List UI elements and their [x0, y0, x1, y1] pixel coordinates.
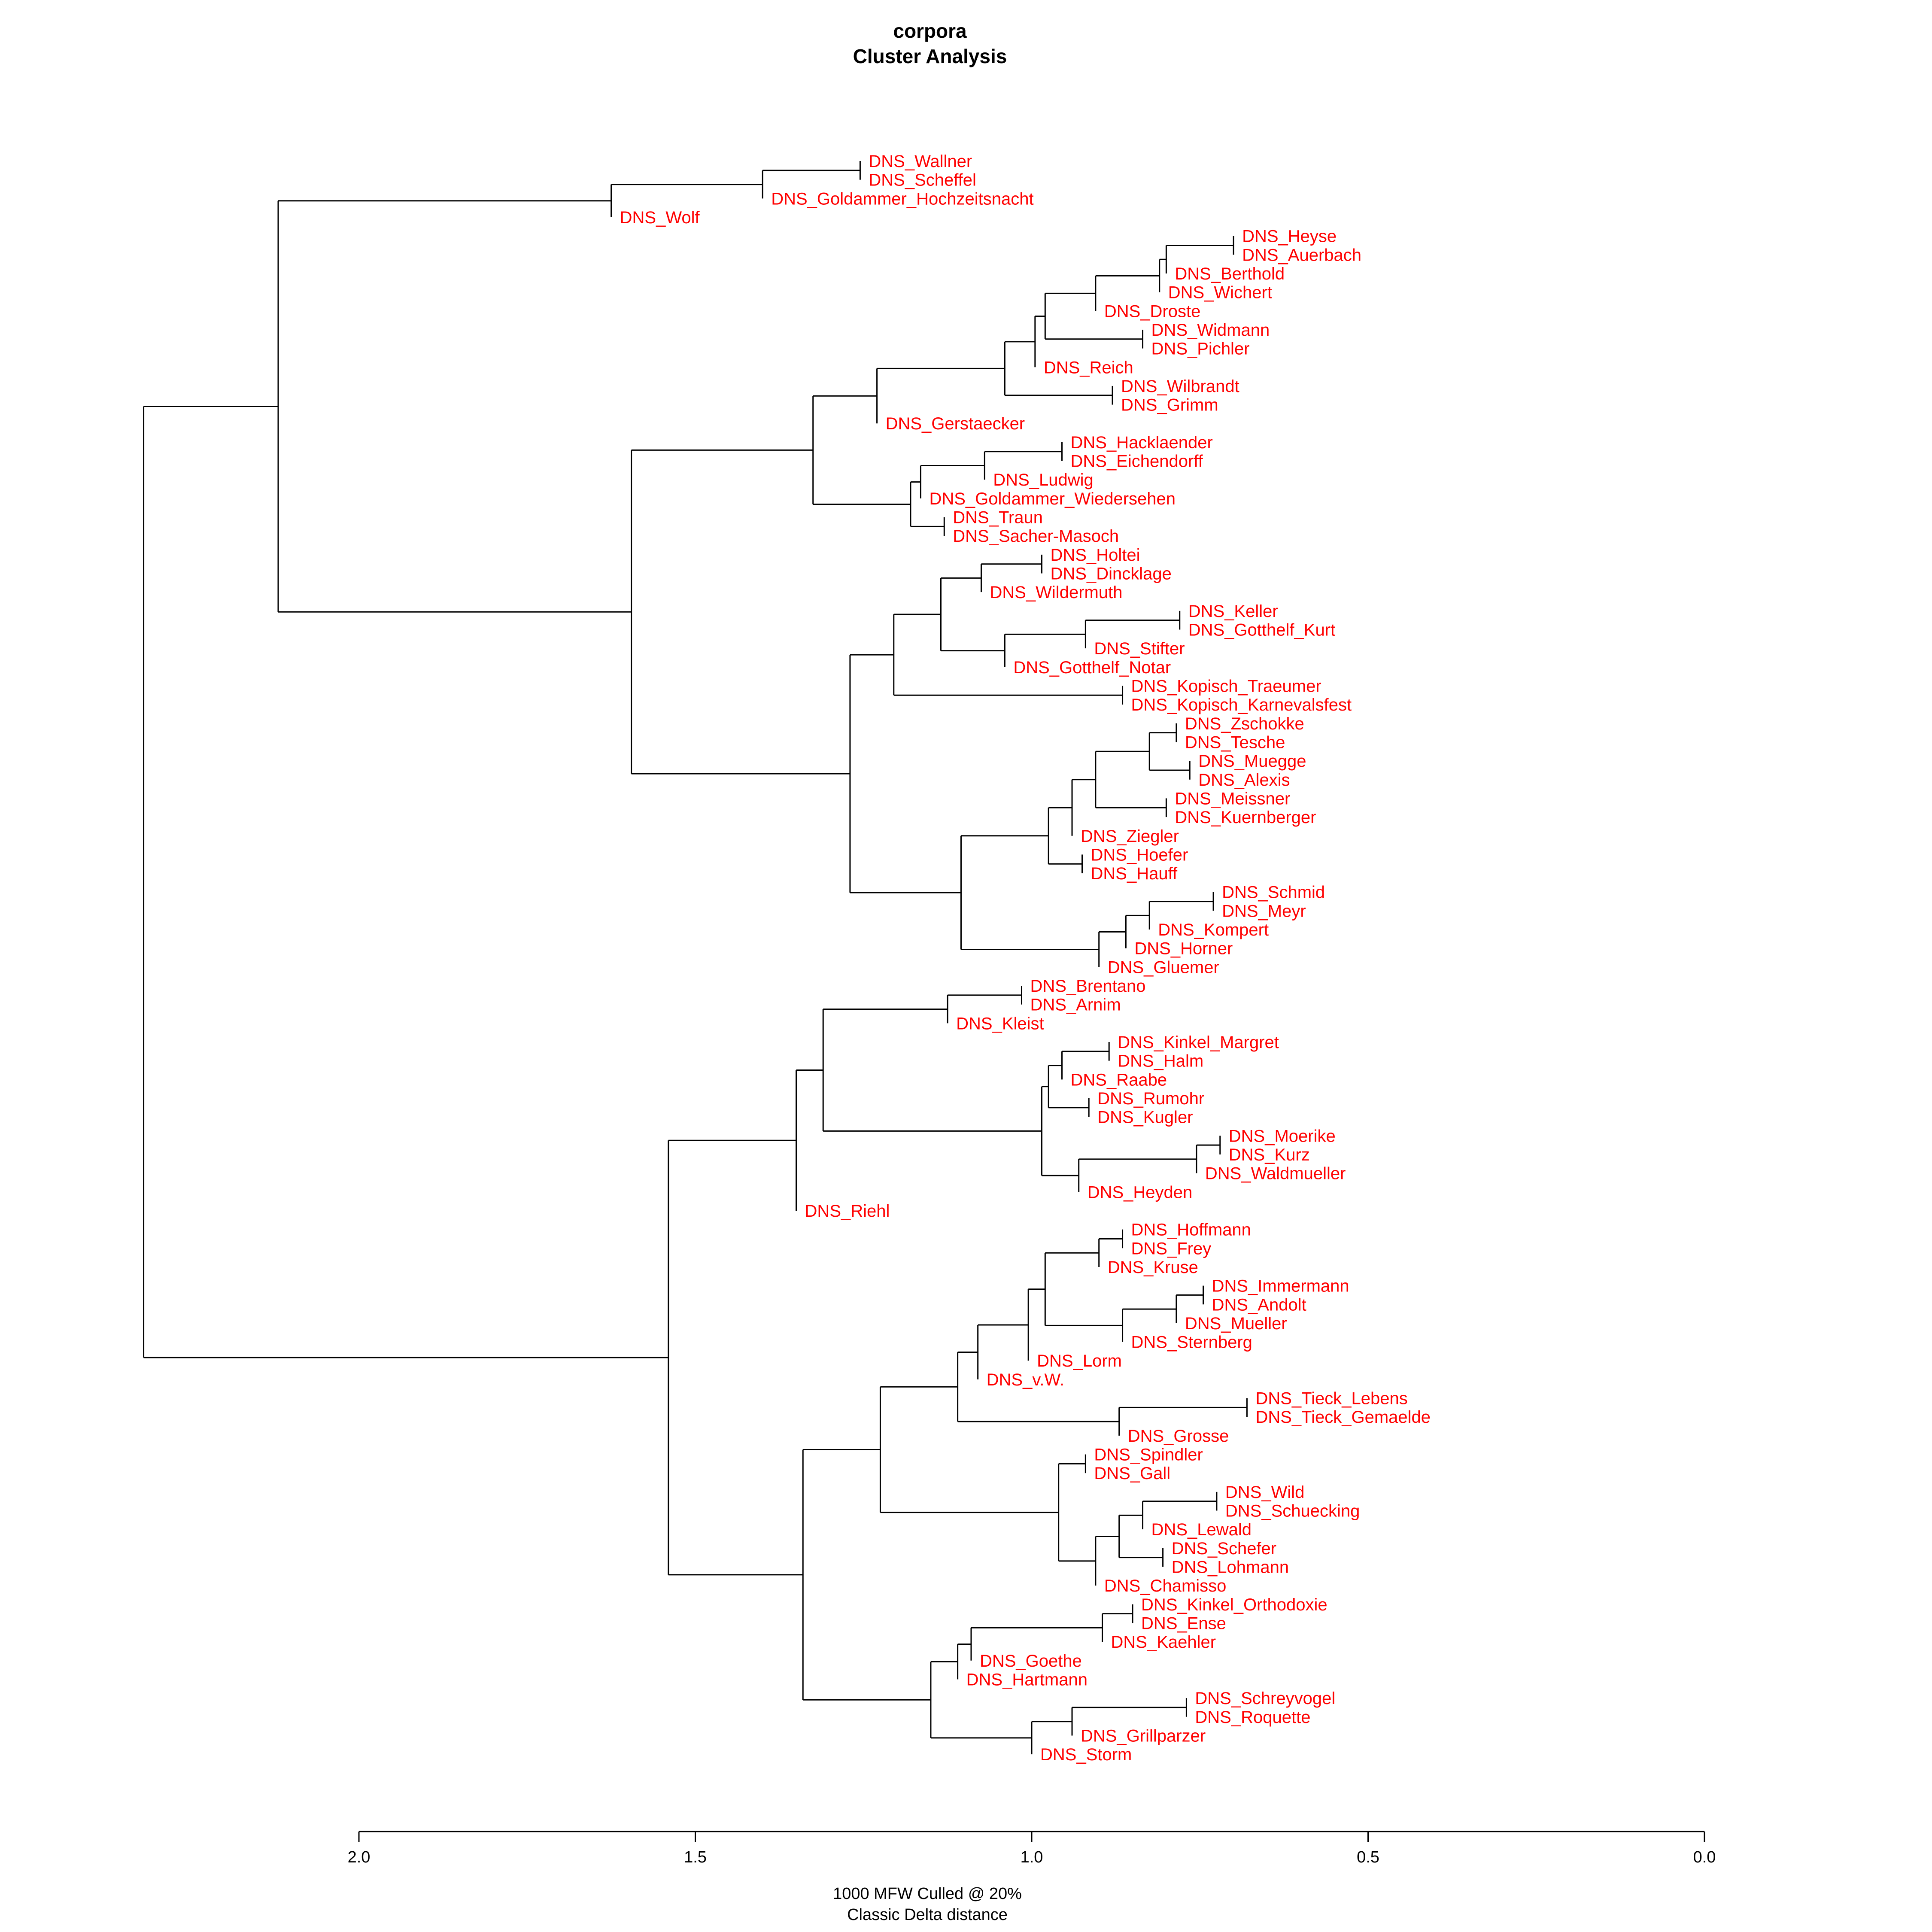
leaf-label-dns-auerbach: DNS_Auerbach	[1242, 246, 1361, 264]
leaf-label-dns-widmann: DNS_Widmann	[1151, 321, 1270, 340]
leaf-label-dns-alexis: DNS_Alexis	[1198, 771, 1290, 790]
leaf-label-dns-grillparzer: DNS_Grillparzer	[1081, 1726, 1206, 1745]
leaf-label-dns-arnim: DNS_Arnim	[1030, 996, 1121, 1015]
leaf-labels: DNS_WallnerDNS_ScheffelDNS_Goldammer_Hoc…	[620, 152, 1431, 1764]
leaf-label-dns-grimm: DNS_Grimm	[1121, 396, 1218, 415]
leaf-label-dns-kinkel-margret: DNS_Kinkel_Margret	[1118, 1033, 1279, 1052]
leaf-label-dns-horner: DNS_Horner	[1134, 939, 1233, 958]
leaf-label-dns-sternberg: DNS_Sternberg	[1131, 1333, 1252, 1352]
leaf-label-dns-zschokke: DNS_Zschokke	[1185, 714, 1304, 733]
leaf-label-dns-tesche: DNS_Tesche	[1185, 733, 1285, 752]
leaf-label-dns-immermann: DNS_Immermann	[1212, 1277, 1349, 1296]
leaf-label-dns-ludwig: DNS_Ludwig	[993, 471, 1093, 489]
leaf-label-dns-lewald: DNS_Lewald	[1151, 1520, 1252, 1539]
chart-title: corpora	[893, 20, 967, 42]
leaf-label-dns-hacklaender: DNS_Hacklaender	[1071, 433, 1213, 452]
leaf-label-dns-goethe: DNS_Goethe	[980, 1652, 1082, 1671]
leaf-label-dns-schmid: DNS_Schmid	[1222, 883, 1325, 902]
leaf-label-dns-wildermuth: DNS_Wildermuth	[990, 583, 1122, 602]
x-axis-caption-1: 1000 MFW Culled @ 20%	[833, 1885, 1022, 1903]
leaf-label-dns-storm: DNS_Storm	[1040, 1745, 1132, 1764]
leaf-label-dns-tieck-gemaelde: DNS_Tieck_Gemaelde	[1255, 1408, 1431, 1427]
leaf-label-dns-spindler: DNS_Spindler	[1094, 1446, 1203, 1464]
x-tick-label-1: 1.5	[684, 1848, 707, 1866]
leaf-label-dns-hoefer: DNS_Hoefer	[1091, 845, 1188, 864]
leaf-label-dns-pichler: DNS_Pichler	[1151, 340, 1250, 358]
leaf-label-dns-frey: DNS_Frey	[1131, 1239, 1212, 1258]
x-axis-caption-2: Classic Delta distance	[847, 1906, 1008, 1924]
leaf-label-dns-gluemer: DNS_Gluemer	[1108, 958, 1219, 977]
leaf-label-dns-rumohr: DNS_Rumohr	[1097, 1089, 1204, 1108]
leaf-label-dns-kurz: DNS_Kurz	[1229, 1145, 1310, 1164]
leaf-label-dns-gerstaecker: DNS_Gerstaecker	[886, 414, 1025, 433]
leaf-label-dns-lorm: DNS_Lorm	[1037, 1352, 1122, 1370]
leaf-label-dns-kugler: DNS_Kugler	[1097, 1108, 1193, 1127]
leaf-label-dns-wallner: DNS_Wallner	[869, 152, 972, 171]
leaf-label-dns-wichert: DNS_Wichert	[1168, 283, 1272, 302]
leaf-label-dns-scheffel: DNS_Scheffel	[869, 171, 976, 190]
leaf-label-dns-kopisch-traeumer: DNS_Kopisch_Traeumer	[1131, 677, 1321, 696]
leaf-label-dns-stifter: DNS_Stifter	[1094, 639, 1185, 658]
leaf-label-dns-brentano: DNS_Brentano	[1030, 977, 1145, 996]
leaf-label-dns-gotthelf-kurt: DNS_Gotthelf_Kurt	[1188, 621, 1335, 640]
leaf-label-dns-roquette: DNS_Roquette	[1195, 1708, 1310, 1727]
leaf-label-dns-halm: DNS_Halm	[1118, 1052, 1203, 1071]
leaf-label-dns-v-w: DNS_v.W.	[987, 1370, 1065, 1389]
leaf-label-dns-lohmann: DNS_Lohmann	[1172, 1558, 1289, 1577]
x-tick-label-2: 1.0	[1021, 1848, 1043, 1866]
leaf-label-dns-wild: DNS_Wild	[1225, 1483, 1304, 1502]
leaf-label-dns-dincklage: DNS_Dincklage	[1051, 565, 1172, 583]
leaf-label-dns-sacher-masoch: DNS_Sacher-Masoch	[953, 527, 1119, 546]
leaf-label-dns-hartmann: DNS_Hartmann	[966, 1670, 1088, 1689]
leaf-label-dns-schuecking: DNS_Schuecking	[1225, 1502, 1360, 1521]
leaf-label-dns-kuernberger: DNS_Kuernberger	[1175, 808, 1316, 827]
leaf-label-dns-gall: DNS_Gall	[1094, 1464, 1170, 1483]
x-tick-label-3: 0.5	[1357, 1848, 1379, 1866]
x-tick-label-4: 0.0	[1693, 1848, 1716, 1866]
leaf-label-dns-wolf: DNS_Wolf	[620, 208, 700, 227]
leaf-label-dns-kompert: DNS_Kompert	[1158, 920, 1269, 939]
leaf-label-dns-goldammer-wiedersehen: DNS_Goldammer_Wiedersehen	[929, 489, 1176, 508]
leaf-label-dns-muegge: DNS_Muegge	[1198, 752, 1306, 771]
leaf-label-dns-kruse: DNS_Kruse	[1108, 1258, 1198, 1277]
leaf-label-dns-gotthelf-notar: DNS_Gotthelf_Notar	[1013, 658, 1171, 677]
leaf-label-dns-riehl: DNS_Riehl	[805, 1202, 890, 1221]
leaf-label-dns-raabe: DNS_Raabe	[1071, 1070, 1167, 1089]
leaf-label-dns-traun: DNS_Traun	[953, 508, 1043, 527]
x-axis: 2.0 1.5 1.0 0.5 0.0	[348, 1831, 1716, 1866]
leaf-label-dns-kopisch-karnevalsfest: DNS_Kopisch_Karnevalsfest	[1131, 696, 1352, 714]
leaf-label-dns-chamisso: DNS_Chamisso	[1104, 1577, 1227, 1595]
leaf-label-dns-holtei: DNS_Holtei	[1051, 546, 1140, 565]
leaf-label-dns-droste: DNS_Droste	[1104, 302, 1201, 321]
leaf-label-dns-goldammer-hochzeitsnacht: DNS_Goldammer_Hochzeitsnacht	[771, 189, 1033, 208]
leaf-label-dns-grosse: DNS_Grosse	[1128, 1427, 1229, 1446]
leaf-label-dns-meyr: DNS_Meyr	[1222, 902, 1306, 920]
leaf-label-dns-heyden: DNS_Heyden	[1088, 1183, 1193, 1202]
leaf-label-dns-kinkel-orthodoxie: DNS_Kinkel_Orthodoxie	[1141, 1595, 1327, 1614]
x-tick-label-0: 2.0	[348, 1848, 371, 1866]
leaf-label-dns-hauff: DNS_Hauff	[1091, 864, 1178, 883]
leaf-label-dns-wilbrandt: DNS_Wilbrandt	[1121, 377, 1239, 396]
leaf-label-dns-mueller: DNS_Mueller	[1185, 1314, 1287, 1333]
leaf-label-dns-reich: DNS_Reich	[1044, 358, 1133, 377]
leaf-label-dns-kaehler: DNS_Kaehler	[1111, 1633, 1216, 1652]
leaf-label-dns-hoffmann: DNS_Hoffmann	[1131, 1221, 1251, 1239]
leaf-label-dns-heyse: DNS_Heyse	[1242, 227, 1337, 246]
leaf-label-dns-tieck-lebens: DNS_Tieck_Lebens	[1255, 1389, 1407, 1408]
leaf-label-dns-andolt: DNS_Andolt	[1212, 1295, 1306, 1314]
leaf-label-dns-schreyvogel: DNS_Schreyvogel	[1195, 1689, 1335, 1708]
leaf-label-dns-ense: DNS_Ense	[1141, 1614, 1226, 1633]
leaf-label-dns-berthold: DNS_Berthold	[1175, 264, 1285, 283]
leaf-label-dns-waldmueller: DNS_Waldmueller	[1205, 1164, 1346, 1183]
leaf-label-dns-kleist: DNS_Kleist	[956, 1014, 1044, 1033]
chart-subtitle: Cluster Analysis	[853, 45, 1007, 67]
dendrogram-branches	[143, 161, 1248, 1755]
leaf-label-dns-ziegler: DNS_Ziegler	[1081, 827, 1179, 846]
leaf-label-dns-eichendorff: DNS_Eichendorff	[1071, 452, 1203, 471]
leaf-label-dns-meissner: DNS_Meissner	[1175, 789, 1290, 808]
leaf-label-dns-moerike: DNS_Moerike	[1229, 1127, 1336, 1145]
leaf-label-dns-schefer: DNS_Schefer	[1172, 1539, 1277, 1558]
leaf-label-dns-keller: DNS_Keller	[1188, 602, 1278, 621]
